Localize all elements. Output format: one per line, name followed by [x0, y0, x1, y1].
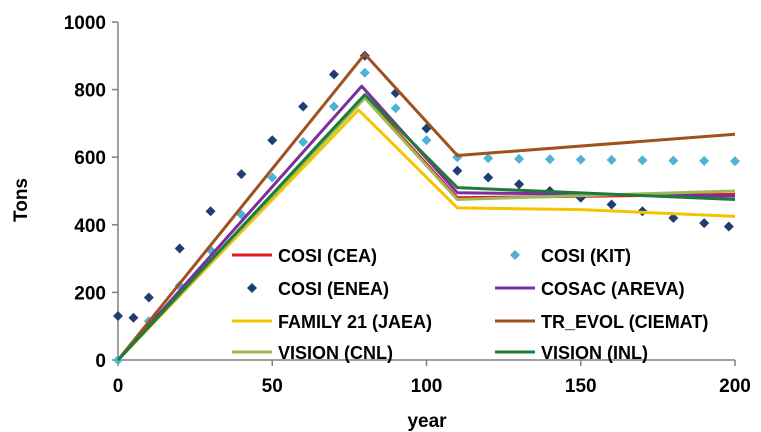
legend-label: COSAC (AREVA): [541, 279, 685, 299]
y-tick-label: 1000: [64, 13, 106, 34]
y-tick-label: 800: [74, 81, 106, 102]
data-point: [359, 67, 370, 78]
data-point: [637, 155, 648, 166]
data-point: [544, 154, 555, 165]
series: [113, 50, 740, 365]
data-point: [514, 179, 525, 190]
series-line: [116, 108, 736, 362]
legend-item: TR_EVOL (CIEMAT): [495, 312, 708, 332]
data-point: [174, 243, 185, 254]
legend-label: VISION (CNL): [278, 343, 393, 363]
series-line: [116, 93, 736, 362]
data-point: [668, 155, 679, 166]
legend-swatch: [510, 250, 520, 260]
x-tick-label: 200: [719, 376, 751, 397]
legend-item: VISION (CNL): [232, 343, 393, 363]
legend-label: COSI (KIT): [541, 246, 631, 266]
y-tick-label: 400: [74, 216, 106, 237]
data-point: [328, 101, 339, 112]
data-point: [205, 206, 216, 217]
data-point: [723, 221, 734, 232]
data-point: [113, 311, 123, 322]
data-point: [699, 155, 710, 166]
data-point: [575, 154, 586, 165]
data-point: [483, 153, 494, 164]
data-point: [298, 136, 309, 147]
y-tick-label: 0: [95, 351, 106, 372]
data-point: [128, 312, 139, 323]
y-axis-title: Tons: [11, 178, 32, 222]
y-tick-label: 600: [74, 148, 106, 169]
legend-label: TR_EVOL (CIEMAT): [541, 312, 708, 332]
series-family-21-jaea: [116, 108, 736, 362]
series-line: [116, 52, 736, 361]
data-point: [514, 153, 525, 164]
x-tick-label: 100: [411, 376, 443, 397]
x-tick-label: 150: [565, 376, 597, 397]
data-point: [730, 156, 740, 167]
data-point: [452, 165, 463, 176]
legend-item: COSAC (AREVA): [495, 279, 685, 299]
data-point: [298, 101, 309, 112]
x-tick-label: 50: [262, 376, 283, 397]
data-point: [606, 199, 617, 210]
data-point: [236, 169, 247, 180]
legend-item: FAMILY 21 (JAEA): [232, 312, 432, 332]
data-point: [267, 172, 278, 183]
legend-label: FAMILY 21 (JAEA): [278, 312, 432, 332]
y-tick-label: 200: [74, 283, 106, 304]
data-point: [267, 135, 278, 146]
data-point: [668, 213, 679, 224]
legend-item: COSI (CEA): [232, 246, 377, 266]
x-axis-title: year: [407, 411, 447, 432]
data-point: [390, 103, 401, 114]
data-point: [606, 154, 617, 165]
data-point: [483, 172, 494, 183]
legend: COSI (CEA) COSI (KIT) COSI (ENEA) COSAC (AR…: [232, 246, 708, 363]
legend-item: COSI (ENEA): [247, 279, 389, 299]
legend-label: COSI (CEA): [278, 246, 377, 266]
legend-item: VISION (INL): [495, 343, 648, 363]
axes: [117, 22, 735, 361]
data-point: [421, 135, 432, 146]
legend-swatch: [247, 283, 257, 293]
legend-label: VISION (INL): [541, 343, 648, 363]
data-point: [699, 218, 710, 229]
series-vision-inl: [116, 93, 736, 362]
legend-item: COSI (KIT): [510, 246, 631, 266]
data-point: [143, 292, 154, 303]
series-tr-evol-ciemat: [116, 52, 736, 361]
x-tick-label: 0: [113, 376, 124, 397]
ticks: 0 200 400 600 800 1000 0 50 100 150 200: [64, 13, 751, 397]
legend-label: COSI (ENEA): [278, 279, 389, 299]
data-point: [328, 69, 339, 80]
